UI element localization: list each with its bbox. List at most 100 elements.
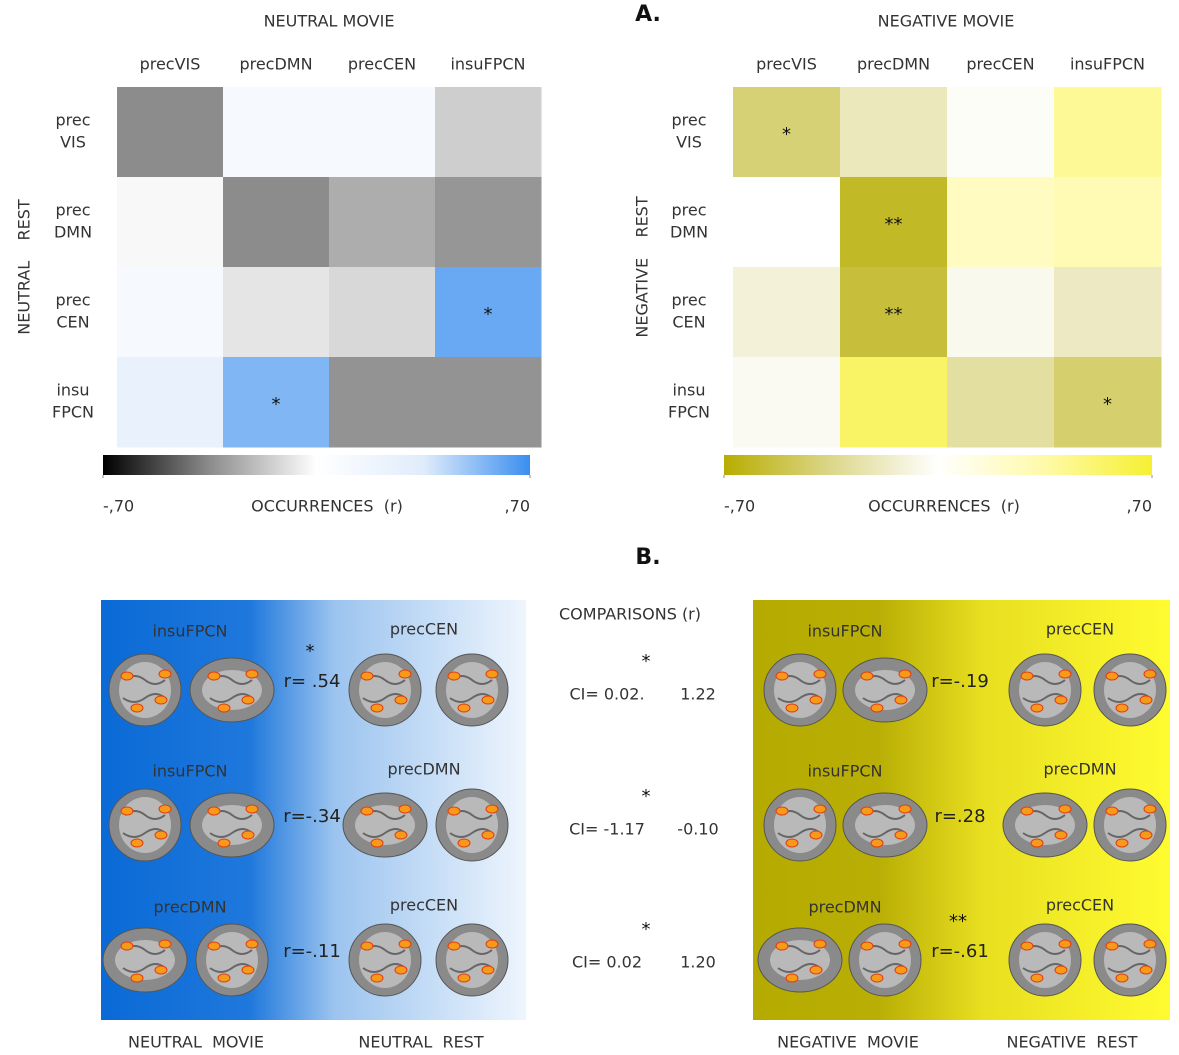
heatmap-cell bbox=[329, 87, 436, 178]
correlation-label: r=-.11 bbox=[283, 941, 341, 962]
row-label: CEN bbox=[672, 313, 705, 332]
activation bbox=[1143, 669, 1157, 679]
confidence-upper: -0.10 bbox=[677, 820, 718, 839]
activation bbox=[394, 965, 408, 975]
row-label: prec bbox=[55, 291, 90, 310]
activation bbox=[775, 806, 789, 816]
brain-image bbox=[1008, 653, 1082, 727]
network-label: precDMN bbox=[1043, 760, 1116, 779]
heatmap-cell bbox=[117, 267, 224, 358]
activation bbox=[207, 671, 221, 681]
activation bbox=[447, 671, 461, 681]
colorbar-tick-label: -,70 bbox=[103, 497, 134, 516]
activation bbox=[485, 804, 499, 814]
heatmap-cell bbox=[435, 177, 542, 268]
confidence-interval: CI= 0.02. bbox=[569, 685, 644, 704]
activation bbox=[457, 703, 471, 713]
activation bbox=[120, 671, 134, 681]
activation bbox=[360, 941, 374, 951]
activation bbox=[809, 695, 823, 705]
heatmap-cell bbox=[223, 177, 330, 268]
activation bbox=[217, 838, 231, 848]
group-label: NEGATIVE REST bbox=[1006, 1033, 1137, 1052]
row-label: VIS bbox=[60, 133, 86, 152]
heatmap-cell bbox=[733, 357, 841, 448]
cell-annotation: * bbox=[782, 124, 791, 145]
group-label: NEGATIVE MOVIE bbox=[777, 1033, 919, 1052]
activation bbox=[894, 965, 908, 975]
activation bbox=[1105, 671, 1119, 681]
group-label: NEUTRAL MOVIE bbox=[128, 1033, 264, 1052]
activation bbox=[394, 695, 408, 705]
activation bbox=[1030, 703, 1044, 713]
activation bbox=[1105, 941, 1119, 951]
activation bbox=[860, 671, 874, 681]
activation bbox=[245, 939, 259, 949]
activation bbox=[860, 806, 874, 816]
activation bbox=[813, 669, 827, 679]
heatmap-cell bbox=[329, 357, 436, 448]
activation bbox=[207, 806, 221, 816]
heatmap-cell bbox=[1054, 267, 1162, 358]
row-label: DMN bbox=[54, 223, 92, 242]
activation bbox=[870, 838, 884, 848]
heatmap-cell bbox=[223, 357, 330, 448]
column-label: precVIS bbox=[140, 55, 201, 74]
activation bbox=[1143, 804, 1157, 814]
row-label: FPCN bbox=[668, 403, 710, 422]
activation bbox=[1115, 838, 1129, 848]
activation bbox=[485, 939, 499, 949]
activation bbox=[1115, 973, 1129, 983]
significance: ** bbox=[949, 911, 967, 932]
heatmap-cell bbox=[223, 87, 330, 178]
heatmap-cell bbox=[733, 267, 841, 358]
chart-title: NEUTRAL MOVIE bbox=[264, 12, 395, 31]
network-label: insuFPCN bbox=[807, 622, 882, 641]
significance: * bbox=[642, 651, 651, 672]
column-label: precCEN bbox=[348, 55, 416, 74]
activation bbox=[1020, 941, 1034, 951]
heatmap-cell bbox=[1054, 177, 1162, 268]
colorbar-label: OCCURRENCES (r) bbox=[868, 497, 1020, 516]
column-label: precDMN bbox=[857, 55, 930, 74]
confidence-interval: CI= -1.17 bbox=[569, 820, 645, 839]
heatmap-cell bbox=[1054, 357, 1162, 448]
activation bbox=[207, 941, 221, 951]
activation bbox=[217, 703, 231, 713]
network-label: precDMN bbox=[153, 898, 226, 917]
network-label: precDMN bbox=[387, 760, 460, 779]
activation bbox=[398, 804, 412, 814]
row-label: CEN bbox=[56, 313, 89, 332]
activation bbox=[457, 838, 471, 848]
row-label: insu bbox=[672, 381, 705, 400]
correlation-label: r=.28 bbox=[934, 806, 985, 827]
brain-image bbox=[189, 792, 275, 858]
heatmap-cell bbox=[117, 177, 224, 268]
network-label: insuFPCN bbox=[152, 762, 227, 781]
activation bbox=[245, 669, 259, 679]
colorbar bbox=[724, 455, 1152, 475]
brain-image bbox=[842, 657, 928, 723]
brain-image bbox=[342, 792, 428, 858]
correlation-label: r=-.61 bbox=[931, 941, 989, 962]
network-label: precCEN bbox=[390, 896, 458, 915]
activation bbox=[1054, 830, 1068, 840]
activation bbox=[217, 973, 231, 983]
significance: * bbox=[306, 641, 315, 662]
activation bbox=[1030, 838, 1044, 848]
brain-image bbox=[1093, 653, 1167, 727]
row-label: VIS bbox=[676, 133, 702, 152]
activation bbox=[1115, 703, 1129, 713]
network-label: precCEN bbox=[1046, 896, 1114, 915]
activation bbox=[457, 973, 471, 983]
correlation-label: r= .54 bbox=[284, 671, 341, 692]
correlation-label: r=-.19 bbox=[931, 671, 989, 692]
colorbar-tick-label: -,70 bbox=[724, 497, 755, 516]
activation bbox=[898, 804, 912, 814]
activation bbox=[245, 804, 259, 814]
significance: * bbox=[642, 919, 651, 940]
brain-image bbox=[842, 792, 928, 858]
activation bbox=[813, 804, 827, 814]
activation bbox=[447, 941, 461, 951]
